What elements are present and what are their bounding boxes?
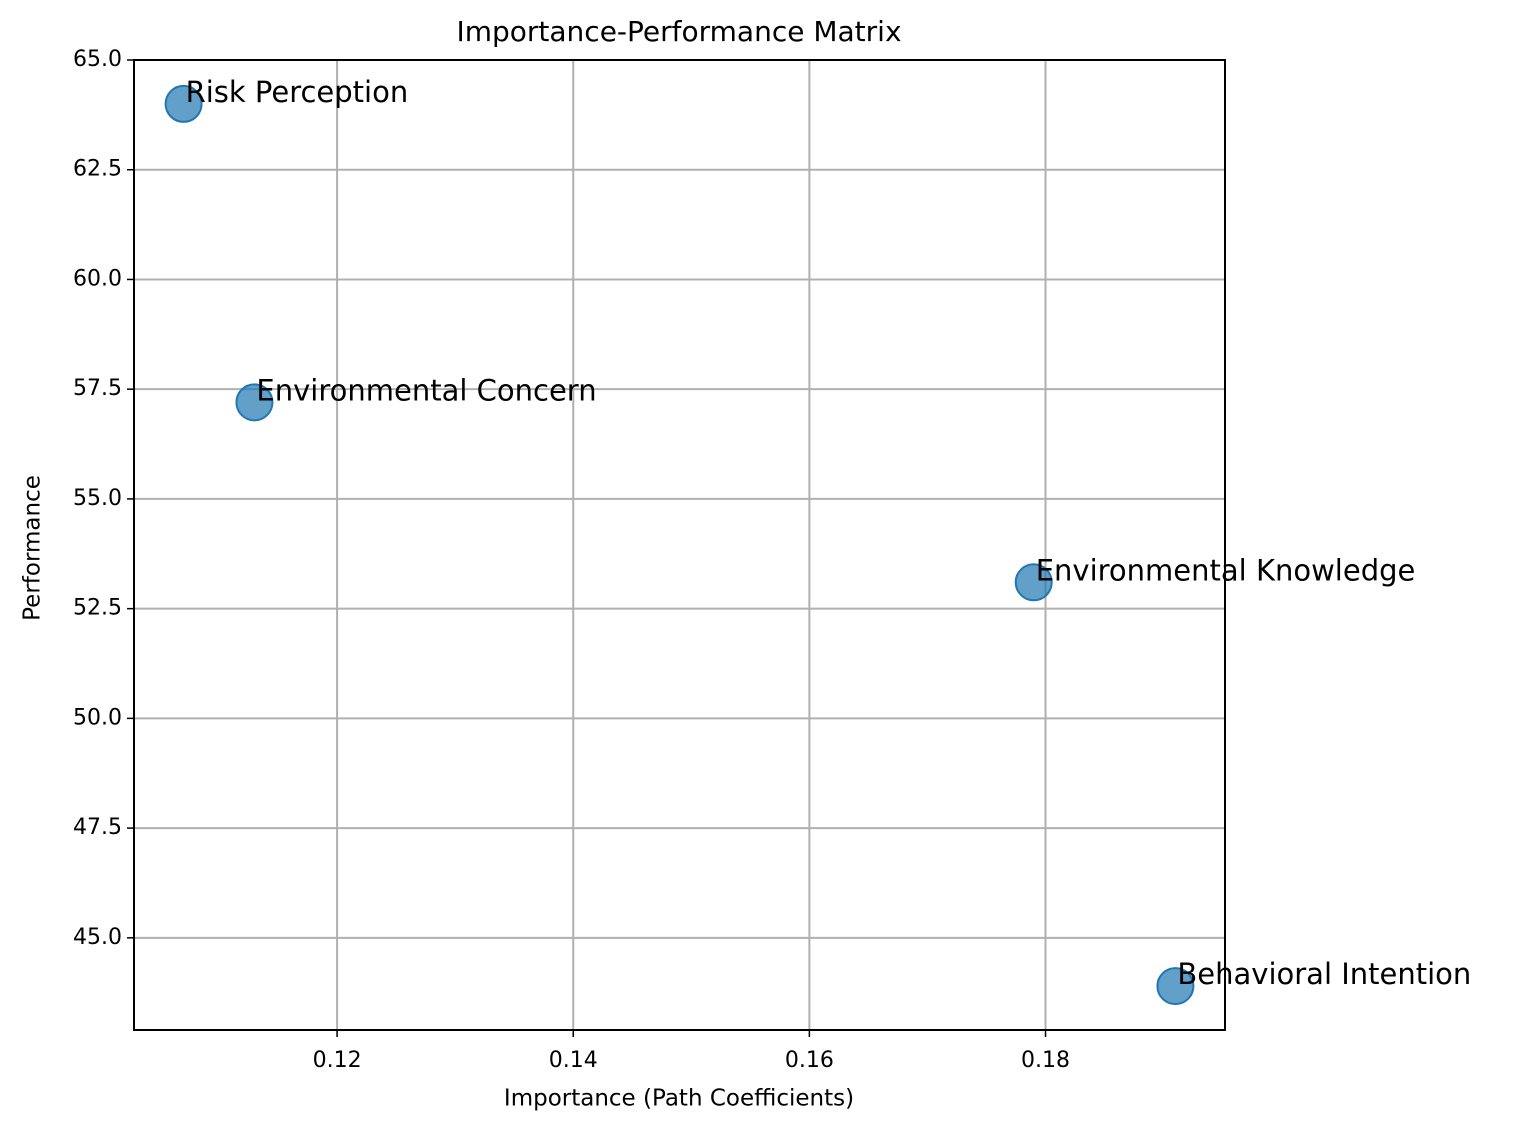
y-tick-label: 52.5 xyxy=(73,596,122,621)
x-tick-label: 0.16 xyxy=(785,1048,834,1073)
x-axis-label: Importance (Path Coefficients) xyxy=(504,1086,854,1112)
x-tick-label: 0.18 xyxy=(1021,1048,1070,1073)
y-tick-label: 45.0 xyxy=(73,925,122,950)
y-tick-label: 62.5 xyxy=(73,157,122,182)
y-tick-label: 60.0 xyxy=(73,266,122,291)
point-label: Risk Perception xyxy=(186,75,409,109)
y-tick-label: 47.5 xyxy=(73,815,122,840)
point-label: Environmental Knowledge xyxy=(1036,553,1416,587)
point xyxy=(164,84,203,123)
chart-title: Importance-Performance Matrix xyxy=(456,15,901,48)
point-label: Environmental Concern xyxy=(256,373,596,407)
point xyxy=(1014,563,1053,602)
y-tick-label: 50.0 xyxy=(73,705,122,730)
x-tick-label: 0.14 xyxy=(549,1048,598,1073)
point-label: Behavioral Intention xyxy=(1177,957,1471,991)
y-tick-label: 65.0 xyxy=(73,47,122,72)
y-axis-label: Performance xyxy=(20,475,46,621)
y-tick-label: 57.5 xyxy=(73,376,122,401)
x-tick-label: 0.12 xyxy=(313,1048,362,1073)
point xyxy=(1156,967,1195,1006)
plot-frame xyxy=(133,59,1226,1031)
y-tick-label: 55.0 xyxy=(73,486,122,511)
point xyxy=(235,383,274,422)
